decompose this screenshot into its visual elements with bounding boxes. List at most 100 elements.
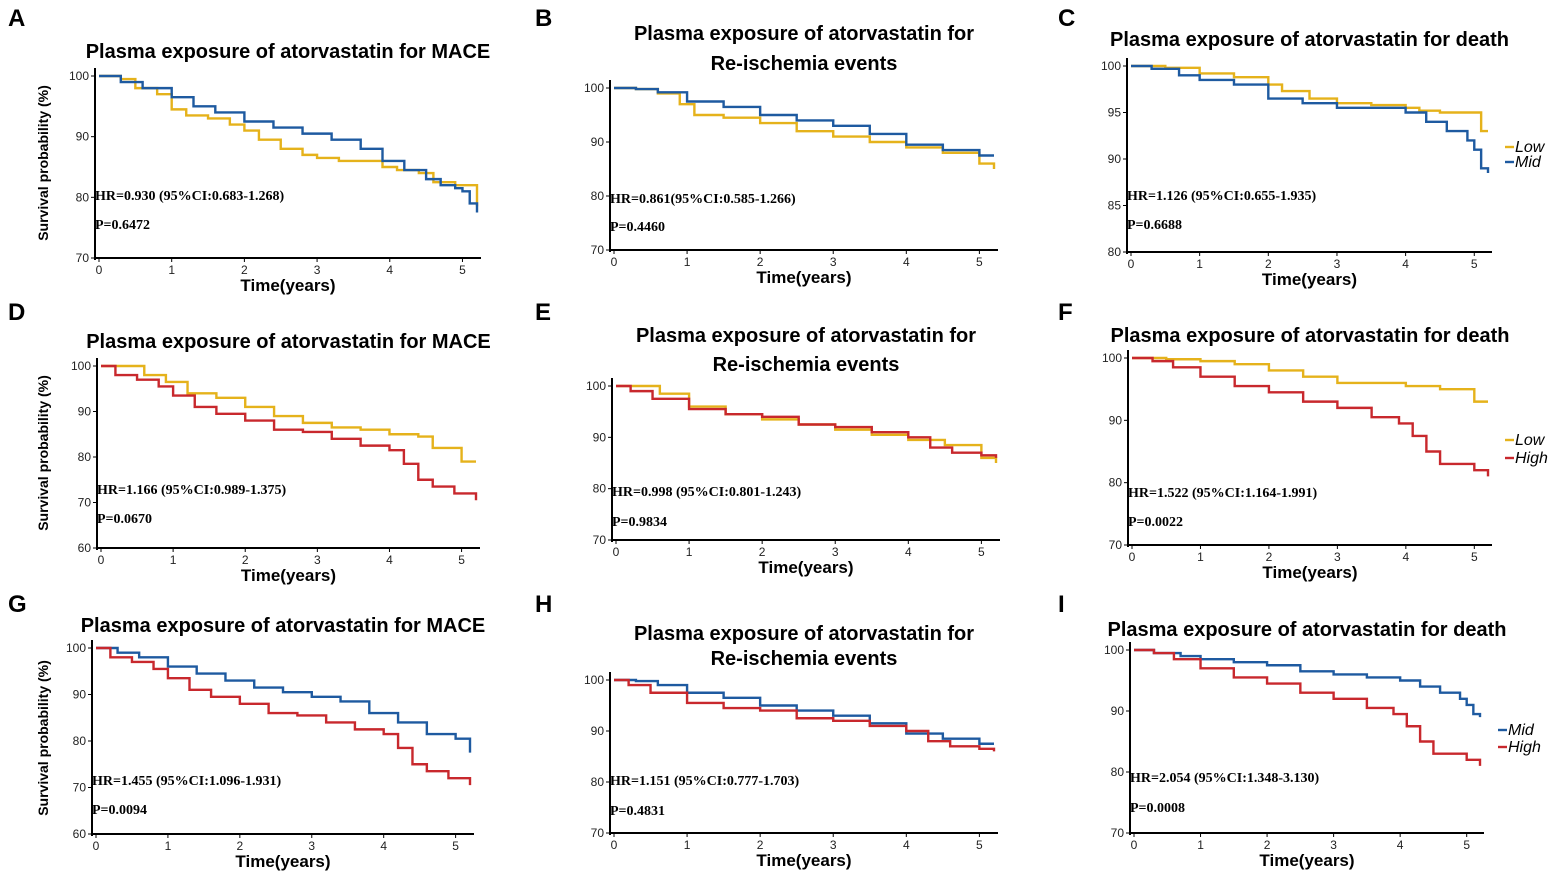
x-tick-label: 0 bbox=[613, 545, 620, 559]
x-axis-label: Time(years) bbox=[240, 276, 335, 295]
x-tick-label: 5 bbox=[452, 839, 459, 853]
p-annotation: P=0.6688 bbox=[1127, 218, 1182, 233]
chart-title: Re-ischemia events bbox=[713, 354, 900, 376]
series-low bbox=[99, 74, 479, 207]
x-tick-label: 0 bbox=[611, 838, 618, 852]
y-tick-label: 70 bbox=[593, 533, 607, 547]
x-tick-label: 0 bbox=[96, 263, 103, 277]
y-tick-label: 80 bbox=[1109, 476, 1123, 490]
y-tick-label: 70 bbox=[591, 826, 605, 840]
x-tick-label: 1 bbox=[684, 255, 691, 269]
panel-b: B Plasma exposure of atorvastatin for Re-i… bbox=[535, 5, 998, 287]
series-mid bbox=[96, 646, 472, 753]
y-tick-label: 80 bbox=[1108, 245, 1122, 259]
x-axis-label: Time(years) bbox=[241, 566, 336, 585]
chart-title: Plasma exposure of atorvastatin for deat… bbox=[1110, 29, 1509, 51]
x-tick-label: 4 bbox=[903, 255, 910, 269]
y-tick-label: 100 bbox=[1101, 59, 1121, 73]
x-tick-label: 3 bbox=[1334, 257, 1341, 271]
x-axis-label: Time(years) bbox=[756, 851, 851, 870]
chart-title: Plasma exposure of atorvastatin for deat… bbox=[1110, 325, 1509, 347]
x-tick-label: 2 bbox=[759, 545, 766, 559]
x-tick-label: 3 bbox=[1330, 838, 1337, 852]
x-tick-label: 3 bbox=[832, 545, 839, 559]
hr-annotation: HR=1.126 (95%CI:0.655-1.935) bbox=[1127, 189, 1317, 204]
x-tick-label: 5 bbox=[978, 545, 985, 559]
y-tick-label: 80 bbox=[78, 450, 92, 464]
y-tick-label: 90 bbox=[593, 430, 607, 444]
y-tick-label: 100 bbox=[586, 379, 606, 393]
x-tick-label: 4 bbox=[380, 839, 387, 853]
p-annotation: P=0.9834 bbox=[612, 515, 667, 530]
hr-annotation: HR=0.861(95%CI:0.585-1.266) bbox=[610, 192, 796, 207]
y-tick-label: 90 bbox=[591, 724, 605, 738]
panel-g: G Plasma exposure of atorvastatin for MAC… bbox=[8, 591, 485, 871]
y-tick-label: 90 bbox=[76, 130, 90, 144]
y-tick-label: 80 bbox=[1111, 765, 1125, 779]
x-axis-label: Time(years) bbox=[1259, 851, 1354, 870]
series-high bbox=[1134, 648, 1482, 766]
panel-letter: H bbox=[535, 591, 552, 618]
x-tick-label: 1 bbox=[684, 838, 691, 852]
panel-c: C Plasma exposure of atorvastatin for dea… bbox=[1058, 5, 1546, 289]
series-low bbox=[614, 86, 996, 169]
panel-letter: E bbox=[535, 299, 551, 326]
x-tick-label: 4 bbox=[1403, 550, 1410, 564]
panel-letter: B bbox=[535, 5, 552, 32]
x-tick-label: 4 bbox=[1397, 838, 1404, 852]
series-low bbox=[101, 364, 476, 463]
y-tick-label: 100 bbox=[71, 359, 91, 373]
y-axis-label: Survival probability (%) bbox=[35, 660, 51, 816]
x-axis-label: Time(years) bbox=[1262, 563, 1357, 582]
chart-title: Re-ischemia events bbox=[711, 648, 898, 670]
x-tick-label: 5 bbox=[1463, 838, 1470, 852]
x-tick-label: 0 bbox=[611, 255, 618, 269]
x-tick-label: 4 bbox=[386, 263, 393, 277]
chart-title: Plasma exposure of atorvastatin for deat… bbox=[1107, 619, 1506, 641]
y-tick-label: 80 bbox=[593, 482, 607, 496]
x-axis-label: Time(years) bbox=[756, 268, 851, 287]
y-tick-label: 60 bbox=[73, 827, 87, 841]
x-axis-label: Time(years) bbox=[235, 852, 330, 871]
y-tick-label: 70 bbox=[1111, 826, 1125, 840]
panel-letter: A bbox=[8, 5, 25, 32]
x-tick-label: 2 bbox=[1265, 257, 1272, 271]
hr-annotation: HR=0.930 (95%CI:0.683-1.268) bbox=[95, 189, 285, 204]
x-tick-label: 2 bbox=[242, 553, 249, 567]
series-high bbox=[96, 646, 472, 786]
panel-letter: C bbox=[1058, 5, 1075, 32]
p-annotation: P=0.0008 bbox=[1130, 801, 1185, 816]
y-tick-label: 70 bbox=[76, 251, 90, 265]
panel-letter: F bbox=[1058, 299, 1073, 326]
y-tick-label: 90 bbox=[73, 688, 87, 702]
legend-label-low: Low bbox=[1515, 432, 1546, 449]
legend-label-mid: Mid bbox=[1515, 154, 1542, 171]
x-tick-label: 1 bbox=[1197, 838, 1204, 852]
x-tick-label: 5 bbox=[976, 255, 983, 269]
y-axis-label: Survival probability (%) bbox=[35, 85, 51, 241]
chart-title: Plasma exposure of atorvastatin for bbox=[634, 23, 974, 45]
p-annotation: P=0.4831 bbox=[610, 804, 665, 819]
y-tick-label: 100 bbox=[1104, 643, 1124, 657]
x-axis-label: Time(years) bbox=[758, 558, 853, 577]
p-annotation: P=0.0094 bbox=[92, 803, 147, 818]
p-annotation: P=0.0670 bbox=[97, 512, 152, 527]
x-tick-label: 1 bbox=[1197, 550, 1204, 564]
panel-d: D Plasma exposure of atorvastatin for MAC… bbox=[8, 299, 491, 585]
x-tick-label: 3 bbox=[830, 255, 837, 269]
x-tick-label: 3 bbox=[1334, 550, 1341, 564]
y-tick-label: 60 bbox=[78, 541, 92, 555]
legend-label-mid: Mid bbox=[1508, 722, 1535, 739]
y-tick-label: 80 bbox=[591, 189, 605, 203]
legend-label-low: Low bbox=[1515, 139, 1546, 156]
series-high bbox=[616, 384, 998, 458]
x-tick-label: 2 bbox=[241, 263, 248, 277]
series-high bbox=[101, 364, 478, 501]
hr-annotation: HR=1.166 (95%CI:0.989-1.375) bbox=[97, 483, 287, 498]
x-tick-label: 2 bbox=[757, 255, 764, 269]
x-tick-label: 3 bbox=[308, 839, 315, 853]
x-tick-label: 3 bbox=[314, 263, 321, 277]
hr-annotation: HR=0.998 (95%CI:0.801-1.243) bbox=[612, 485, 802, 500]
y-axis-label: Survival probability (%) bbox=[35, 375, 51, 531]
